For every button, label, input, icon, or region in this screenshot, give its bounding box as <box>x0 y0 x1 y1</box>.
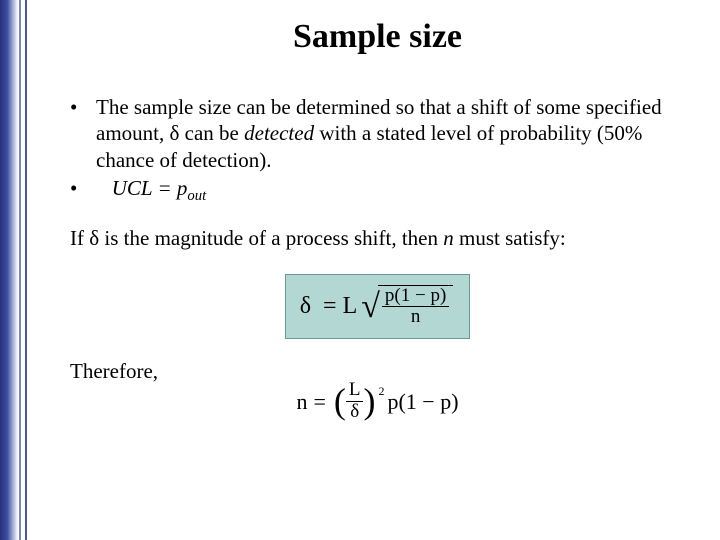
bullet-list: • The sample size can be determined so t… <box>70 94 685 205</box>
sqrt-icon: √ p(1 − p) n <box>361 285 453 329</box>
bullet-1-text: The sample size can be determined so tha… <box>96 94 685 173</box>
bullet-marker: • <box>70 175 96 206</box>
slide-title: Sample size <box>70 18 685 56</box>
bullet-2: • UCL = pout <box>70 175 685 206</box>
bullet-1: • The sample size can be determined so t… <box>70 94 685 173</box>
formula-delta-box: δ = L √ p(1 − p) n <box>285 274 471 340</box>
formula-n: n = ( L δ ) 2 p(1 − p) <box>70 380 685 423</box>
shift-statement: If δ is the magnitude of a process shift… <box>70 225 685 251</box>
formula-delta: δ = L √ p(1 − p) n <box>70 274 685 340</box>
slide-content: Sample size • The sample size can be det… <box>0 0 720 540</box>
bullet-2-text: UCL = pout <box>96 175 685 206</box>
bullet-marker: • <box>70 94 96 173</box>
